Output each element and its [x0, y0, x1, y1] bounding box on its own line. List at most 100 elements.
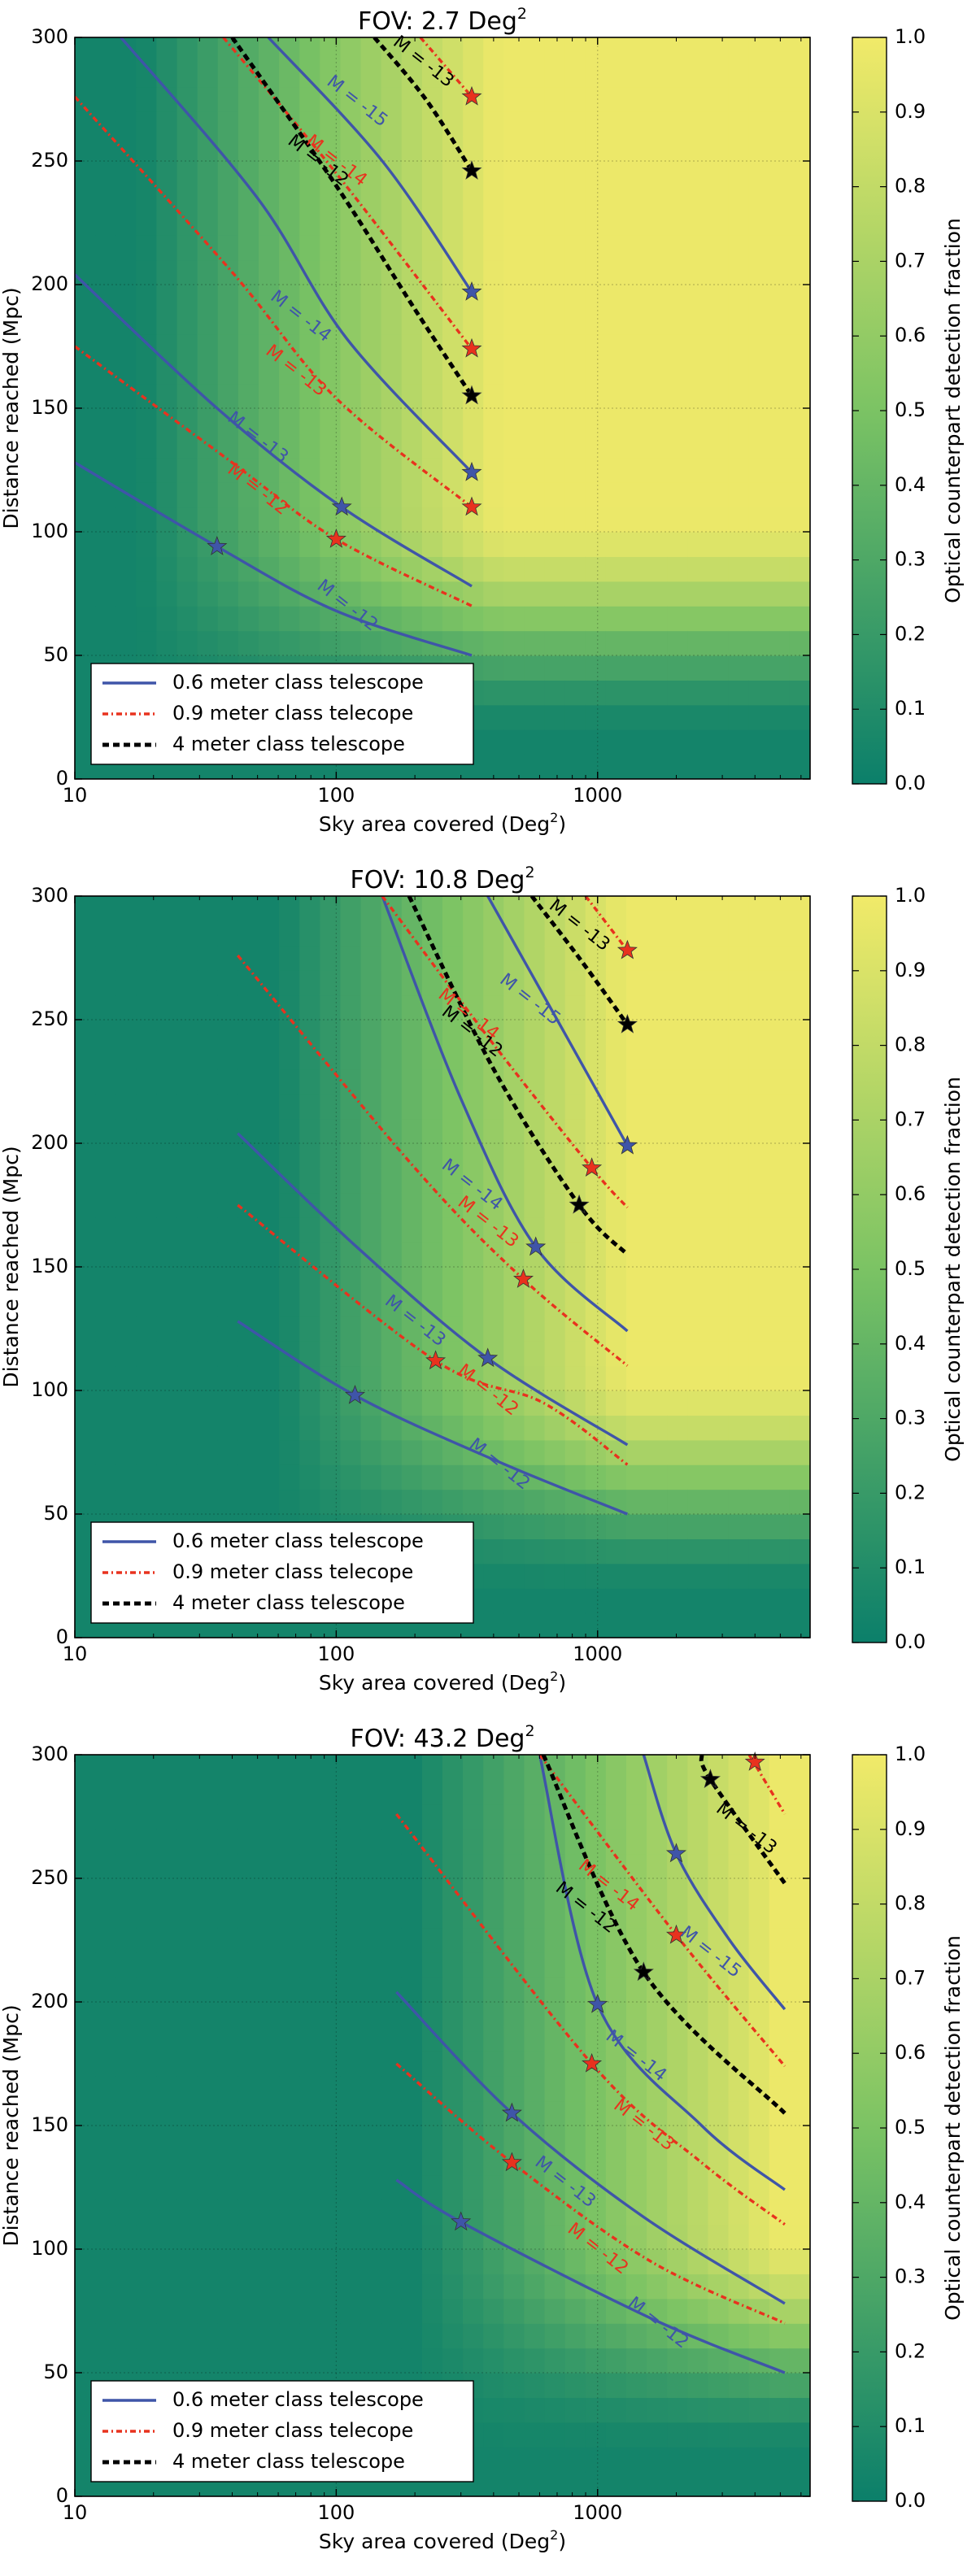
- heatmap-cell: [647, 556, 668, 582]
- y-tick-label: 150: [31, 1255, 68, 1277]
- heatmap-cell: [115, 1927, 137, 1953]
- heatmap-cell: [483, 556, 504, 582]
- heatmap-cell: [421, 1489, 443, 1515]
- heatmap-cell: [647, 2298, 668, 2324]
- heatmap-cell: [176, 2274, 198, 2300]
- heatmap-cell: [748, 136, 770, 162]
- heatmap-cell: [667, 2174, 688, 2200]
- heatmap-cell: [564, 285, 586, 310]
- heatmap-cell: [401, 2126, 423, 2151]
- heatmap-cell: [585, 1439, 607, 1465]
- heatmap-cell: [299, 86, 320, 112]
- heatmap-cell: [769, 1415, 791, 1441]
- heatmap-cell: [728, 2422, 750, 2448]
- heatmap-cell: [483, 2026, 504, 2052]
- heatmap-cell: [197, 37, 219, 63]
- heatmap-cell: [544, 333, 566, 359]
- heatmap-cell: [75, 2348, 96, 2374]
- heatmap-cell: [136, 1094, 158, 1120]
- heatmap-cell: [585, 581, 607, 607]
- heatmap-cell: [667, 1804, 688, 1830]
- heatmap-cell: [748, 1143, 770, 1168]
- heatmap-cell: [544, 729, 566, 755]
- heatmap-cell: [442, 1341, 464, 1367]
- star-marker: [582, 2052, 603, 2073]
- heatmap-cell: [605, 1415, 627, 1441]
- heatmap-cell: [524, 1588, 546, 1614]
- heatmap-cell: [605, 1365, 627, 1391]
- heatmap-cell: [564, 2397, 586, 2423]
- heatmap-cell: [564, 2298, 586, 2324]
- heatmap-cell: [626, 2397, 647, 2423]
- heatmap-cell: [769, 2100, 791, 2126]
- heatmap-cell: [626, 1415, 647, 1441]
- heatmap-cell: [115, 2051, 137, 2077]
- heatmap-cell: [626, 359, 647, 385]
- x-axis-label: Sky area covered (Deg2): [319, 1669, 566, 1695]
- heatmap-cell: [605, 1068, 627, 1094]
- heatmap-cell: [340, 2274, 362, 2300]
- heatmap-cell: [647, 2274, 668, 2300]
- heatmap-cell: [769, 1755, 791, 1780]
- heatmap-cell: [176, 309, 198, 335]
- heatmap-cell: [667, 581, 688, 607]
- heatmap-cell: [217, 1068, 239, 1094]
- heatmap-cell: [320, 1439, 342, 1465]
- heatmap-cell: [605, 1829, 627, 1855]
- heatmap-cell: [564, 2471, 586, 2496]
- heatmap-cell: [585, 1779, 607, 1805]
- heatmap-cell: [136, 359, 158, 385]
- legend-label: 4 meter class telescope: [172, 1591, 405, 1614]
- colorbar: 0.00.10.20.30.40.50.60.70.80.91.0Optical…: [852, 25, 965, 794]
- heatmap-cell: [299, 896, 320, 921]
- heatmap-cell: [789, 433, 810, 459]
- colorbar-tick-label: 0.2: [895, 1481, 926, 1503]
- heatmap-cell: [360, 1878, 382, 1904]
- heatmap-cell: [544, 2002, 566, 2027]
- heatmap-cell: [340, 37, 362, 63]
- y-tick-label: 50: [43, 643, 68, 666]
- heatmap-cell: [320, 994, 342, 1020]
- heatmap-cell: [503, 1563, 525, 1589]
- heatmap-cell: [524, 556, 546, 582]
- heatmap-cell: [647, 1217, 668, 1243]
- heatmap-cell: [544, 754, 566, 779]
- heatmap-cell: [667, 1267, 688, 1292]
- heatmap-cell: [299, 2126, 320, 2151]
- heatmap-cell: [544, 1538, 566, 1564]
- heatmap-cell: [75, 945, 96, 971]
- colorbar-tick-label: 0.6: [895, 2041, 926, 2064]
- heatmap-cell: [585, 185, 607, 211]
- heatmap-cell: [299, 1977, 320, 2003]
- heatmap-cell: [421, 2323, 443, 2349]
- heatmap-cell: [728, 1267, 750, 1292]
- heatmap-cell: [95, 235, 116, 261]
- heatmap-cell: [421, 1068, 443, 1094]
- heatmap-cell: [156, 161, 178, 186]
- heatmap-cell: [564, 383, 586, 409]
- heatmap-cell: [259, 1242, 280, 1268]
- heatmap-cell: [156, 994, 178, 1020]
- heatmap-cell: [401, 2076, 423, 2102]
- heatmap-cell: [197, 235, 219, 261]
- heatmap-cell: [789, 1538, 810, 1564]
- heatmap-cell: [340, 2076, 362, 2102]
- heatmap-cell: [136, 2200, 158, 2226]
- heatmap-cell: [237, 482, 259, 508]
- y-tick-label: 150: [31, 396, 68, 419]
- heatmap-cell: [381, 1217, 403, 1243]
- heatmap-cell: [340, 1439, 362, 1465]
- heatmap-cell: [708, 532, 730, 557]
- heatmap-cell: [748, 1316, 770, 1342]
- heatmap-cell: [401, 2051, 423, 2077]
- heatmap-cell: [605, 309, 627, 335]
- x-tick-label: 100: [317, 1643, 355, 1665]
- heatmap-cell: [748, 2174, 770, 2200]
- heatmap-cell: [524, 2348, 546, 2374]
- star-marker: [569, 1194, 590, 1214]
- heatmap-cell: [647, 1612, 668, 1638]
- heatmap-cell: [687, 1094, 709, 1120]
- heatmap-cell: [421, 2274, 443, 2300]
- heatmap-cell: [156, 1365, 178, 1391]
- heatmap-cell: [279, 210, 300, 236]
